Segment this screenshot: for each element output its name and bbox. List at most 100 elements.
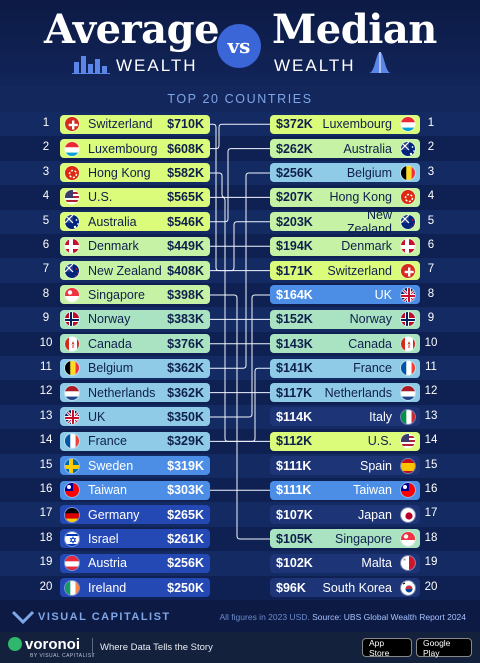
median-rank: 2 (427, 141, 435, 154)
table-row: 19 19 Austria $256K $102K Malta (0, 551, 480, 576)
google-play-button[interactable]: Google Play (416, 638, 472, 658)
table-row: 14 14 France $329K $112K U.S. (0, 429, 480, 454)
average-value: $303K (167, 483, 204, 498)
median-bar: $141K France (270, 358, 420, 378)
de-flag-icon (64, 506, 80, 523)
median-rank: 7 (427, 263, 435, 276)
average-bar: Sweden $319K (60, 456, 210, 476)
median-rank: 13 (424, 409, 438, 422)
average-value: $608K (167, 141, 204, 156)
uk-flag-icon (400, 286, 416, 303)
average-country: Germany (88, 507, 140, 522)
average-value: $319K (167, 458, 204, 473)
average-value: $565K (167, 190, 204, 205)
average-rank: 2 (42, 141, 50, 154)
average-value: $250K (167, 580, 204, 595)
dk-flag-icon (400, 238, 416, 255)
median-bar: $171K Switzerland (270, 261, 420, 281)
app-store-button[interactable]: App Store (362, 638, 412, 658)
header: Average WEALTH vs Median WEALTH (0, 0, 480, 86)
dk-flag-icon (64, 238, 80, 255)
median-rank: 18 (424, 531, 438, 544)
connector-hong-kong (210, 172, 270, 198)
median-bar: $102K Malta (270, 553, 420, 573)
average-value: $710K (167, 117, 204, 132)
visual-capitalist-brand: VISUAL CAPITALIST (38, 611, 171, 623)
median-country: Denmark (341, 239, 392, 254)
connector-australia (210, 148, 270, 223)
average-value: $408K (167, 263, 204, 278)
average-rank: 11 (40, 361, 52, 373)
rank-connectors (210, 123, 270, 540)
average-bar: Singapore $398K (60, 285, 210, 305)
average-value: $329K (167, 434, 204, 449)
nz-flag-icon (64, 262, 80, 279)
average-subtitle: WEALTH (116, 56, 198, 75)
average-value: $449K (167, 239, 204, 254)
nl-flag-icon (64, 384, 80, 401)
median-rank: 4 (427, 190, 435, 203)
connector-uk (210, 294, 270, 418)
average-bar: UK $350K (60, 407, 210, 427)
sg-flag-icon (400, 530, 416, 547)
median-value: $171K (276, 263, 313, 278)
average-rank: 9 (42, 312, 50, 325)
average-value: $376K (167, 336, 204, 351)
ca-flag-icon (64, 335, 80, 352)
at-flag-icon (64, 555, 80, 572)
au-flag-icon (400, 140, 416, 157)
table-row: 8 8 Singapore $398K $164K UK (0, 282, 480, 308)
average-country: Hong Kong (88, 165, 151, 180)
source-label: Source: UBS Global Wealth Report 2024 (312, 612, 466, 622)
visual-capitalist-logo-icon (12, 610, 34, 624)
divider (92, 638, 93, 657)
median-country: Malta (361, 556, 392, 571)
median-value: $117K (276, 385, 313, 400)
voronoi-logo[interactable]: voronoi (8, 636, 80, 653)
average-rank: 14 (39, 434, 53, 447)
mt-flag-icon (400, 555, 416, 572)
average-bar: Netherlands $362K (60, 383, 210, 403)
median-country: UK (374, 287, 392, 302)
median-value: $114K (276, 409, 313, 424)
median-value: $152K (276, 312, 313, 327)
median-bar: $105K Singapore (270, 529, 420, 549)
average-country: UK (88, 409, 106, 424)
median-country: Italy (369, 409, 392, 424)
average-rank: 20 (39, 580, 53, 593)
nl-flag-icon (400, 384, 416, 401)
median-value: $262K (276, 141, 313, 156)
median-value: $194K (276, 239, 313, 254)
average-bar: Belgium $362K (60, 358, 210, 378)
hk-flag-icon (64, 164, 80, 181)
median-value: $102K (276, 556, 313, 571)
connector-new-zealand (210, 221, 270, 272)
median-bar: $256K Belgium (270, 163, 420, 183)
median-country: Hong Kong (329, 190, 392, 205)
voronoi-bar: voronoi BY VISUAL CAPITALIST Where Data … (0, 632, 480, 663)
average-rank: 10 (39, 336, 53, 349)
average-bar: Israel $261K (60, 529, 210, 549)
voronoi-subbrand: BY VISUAL CAPITALIST (30, 653, 96, 659)
median-country: Luxembourg (322, 117, 393, 132)
median-bar: $111K Taiwan (270, 480, 420, 500)
median-rank: 1 (427, 117, 435, 129)
average-country: New Zealand (88, 263, 162, 278)
median-country: Belgium (346, 165, 392, 180)
source-prefix: All figures in 2023 USD. (219, 612, 310, 622)
median-value: $256K (276, 165, 313, 180)
average-country: Israel (88, 531, 119, 546)
average-country: Luxembourg (88, 141, 158, 156)
average-bar: Germany $265K (60, 505, 210, 525)
median-bar: $194K Denmark (270, 236, 420, 256)
average-bar: Switzerland $710K (60, 114, 210, 134)
voronoi-brand: voronoi (25, 636, 80, 653)
median-rank: 19 (424, 556, 438, 569)
median-rank: 6 (427, 239, 435, 251)
average-rank: 16 (39, 483, 53, 495)
average-country: U.S. (88, 190, 113, 205)
median-title: Median (272, 6, 437, 53)
median-value: $164K (276, 287, 313, 302)
median-country: New Zealand (346, 207, 392, 236)
table-row: 3 3 Hong Kong $582K $256K Belgium (0, 160, 480, 186)
